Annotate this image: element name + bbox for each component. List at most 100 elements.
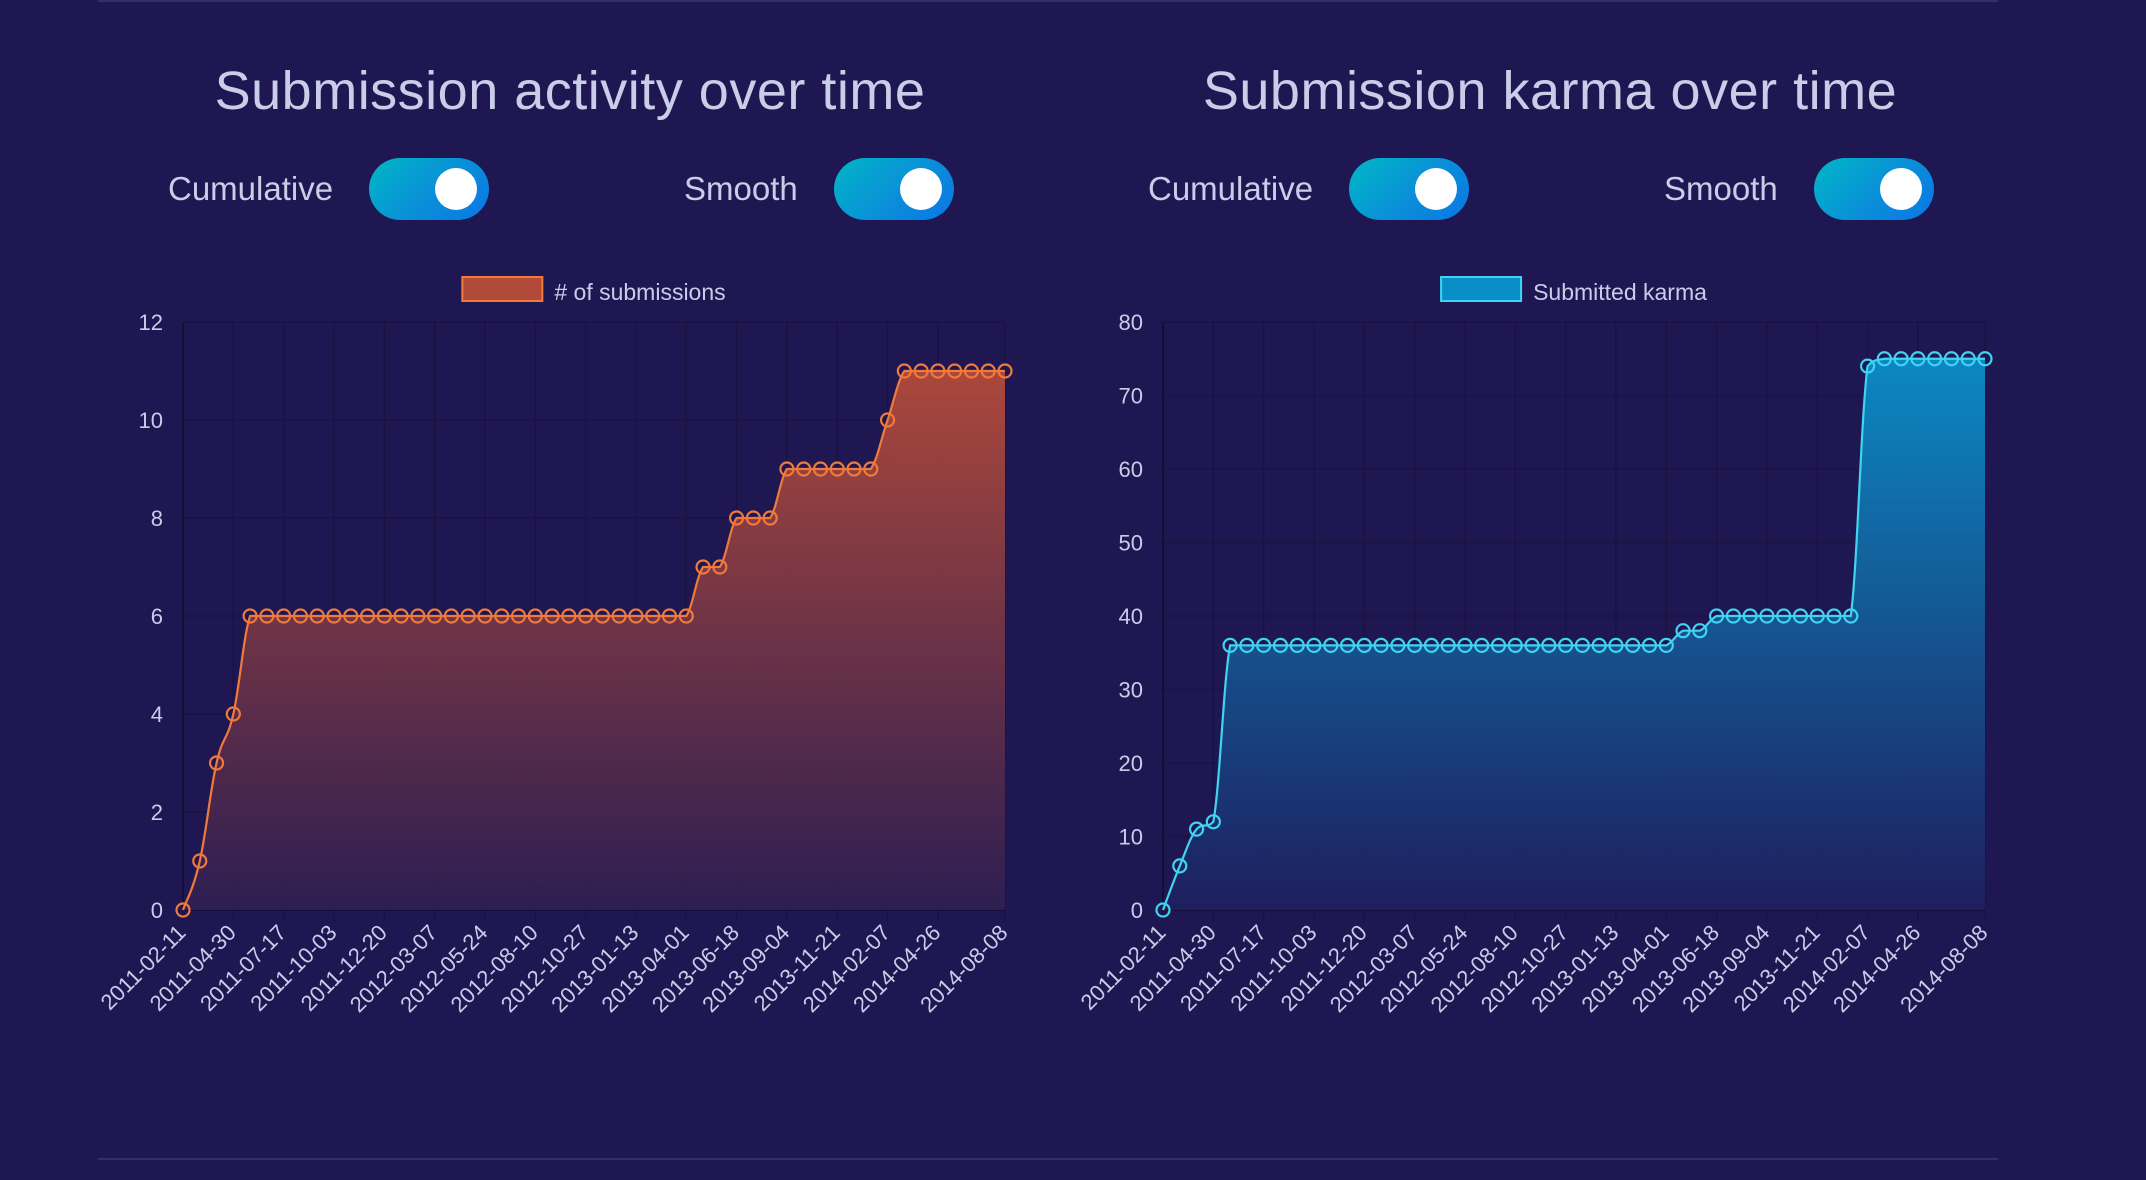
chart-title: Submission activity over time (214, 61, 926, 121)
data-point (578, 608, 594, 624)
data-point (1809, 608, 1825, 624)
data-point (1859, 358, 1876, 374)
data-point (1977, 351, 1993, 367)
cumulative-toggle-group: Cumulative (168, 158, 490, 220)
data-point (376, 608, 392, 624)
data-point (645, 608, 661, 624)
data-point (846, 461, 862, 477)
data-point (1910, 351, 1926, 367)
legend-label: Submitted karma (1533, 279, 1707, 305)
data-point (1507, 637, 1523, 653)
data-point (1222, 637, 1238, 653)
data-point (594, 608, 610, 624)
data-point (292, 608, 309, 624)
data-point (1843, 608, 1859, 624)
toggle-knob (1415, 168, 1458, 210)
y-tick-label: 60 (1119, 457, 1143, 482)
y-tick-label: 30 (1119, 678, 1143, 703)
data-point (1943, 351, 1960, 367)
data-point (1574, 637, 1590, 653)
data-point (1423, 637, 1440, 653)
bottom-divider (98, 1158, 1998, 1160)
submission-karma-panel: Submission karma over time Cumulative Sm… (1050, 0, 2050, 1100)
data-point (393, 608, 409, 624)
data-point (1641, 637, 1658, 653)
data-point (1407, 637, 1423, 653)
y-tick-label: 10 (1119, 825, 1143, 850)
series-line (181, 369, 1005, 911)
data-point (343, 608, 359, 624)
data-point (1675, 623, 1691, 639)
smooth-toggle[interactable] (833, 158, 954, 220)
y-tick-label: 70 (1119, 384, 1143, 409)
legend-label: # of submissions (554, 279, 725, 305)
data-point (980, 363, 996, 379)
data-point (410, 608, 426, 624)
y-tick-label: 2 (151, 800, 163, 825)
data-point (695, 559, 711, 575)
data-point (628, 608, 644, 624)
data-point (276, 608, 292, 624)
cumulative-label: Cumulative (1148, 170, 1314, 207)
data-point (427, 608, 443, 624)
data-point (1625, 637, 1641, 653)
data-point (1272, 637, 1289, 653)
data-point (359, 608, 376, 624)
data-point (863, 461, 879, 477)
data-point (728, 510, 745, 526)
data-point (1826, 608, 1842, 624)
data-point (326, 608, 342, 624)
cumulative-toggle[interactable] (369, 158, 490, 220)
y-tick-label: 80 (1119, 310, 1143, 335)
data-point (1205, 814, 1221, 830)
series-area (1163, 358, 1985, 910)
y-tick-label: 4 (151, 702, 163, 727)
legend-swatch (461, 276, 544, 302)
y-tick-label: 10 (139, 408, 163, 433)
data-point (1742, 608, 1758, 624)
legend-swatch (1440, 276, 1523, 302)
data-point (561, 608, 577, 624)
data-point (1725, 608, 1741, 624)
data-point (762, 510, 778, 526)
data-point (1692, 623, 1708, 639)
data-point (1759, 608, 1775, 624)
data-point (1927, 351, 1943, 367)
data-point (611, 608, 627, 624)
data-point (510, 608, 527, 624)
data-point (208, 755, 225, 771)
toggle-knob (899, 168, 942, 210)
data-point (796, 461, 812, 477)
data-point (1256, 637, 1272, 653)
y-tick-label: 8 (151, 506, 163, 531)
smooth-label: Smooth (684, 170, 798, 207)
data-point (1608, 637, 1624, 653)
data-point (712, 559, 728, 575)
data-point (1490, 637, 1507, 653)
data-point (1776, 608, 1792, 624)
y-tick-label: 40 (1119, 604, 1143, 629)
data-point (1960, 351, 1976, 367)
cumulative-toggle[interactable] (1349, 158, 1470, 220)
smooth-toggle-group: Smooth (684, 158, 954, 220)
data-point (1708, 608, 1725, 624)
karma-chart: Submitted karma010203040506070802011-02-… (1076, 276, 1993, 1017)
smooth-toggle[interactable] (1813, 158, 1934, 220)
data-point (1457, 637, 1473, 653)
data-point (1893, 351, 1909, 367)
data-point (947, 363, 963, 379)
data-point (1323, 637, 1339, 653)
data-point (1306, 637, 1322, 653)
cumulative-label: Cumulative (168, 170, 334, 207)
toggle-knob (435, 168, 478, 210)
data-point (1440, 637, 1456, 653)
data-point (1792, 608, 1809, 624)
data-point (779, 461, 795, 477)
data-point (997, 363, 1013, 379)
data-point (1591, 637, 1607, 653)
data-point (527, 608, 543, 624)
y-tick-label: 20 (1119, 751, 1143, 776)
data-point (661, 608, 678, 624)
y-tick-label: 50 (1119, 531, 1143, 556)
data-point (913, 363, 929, 379)
